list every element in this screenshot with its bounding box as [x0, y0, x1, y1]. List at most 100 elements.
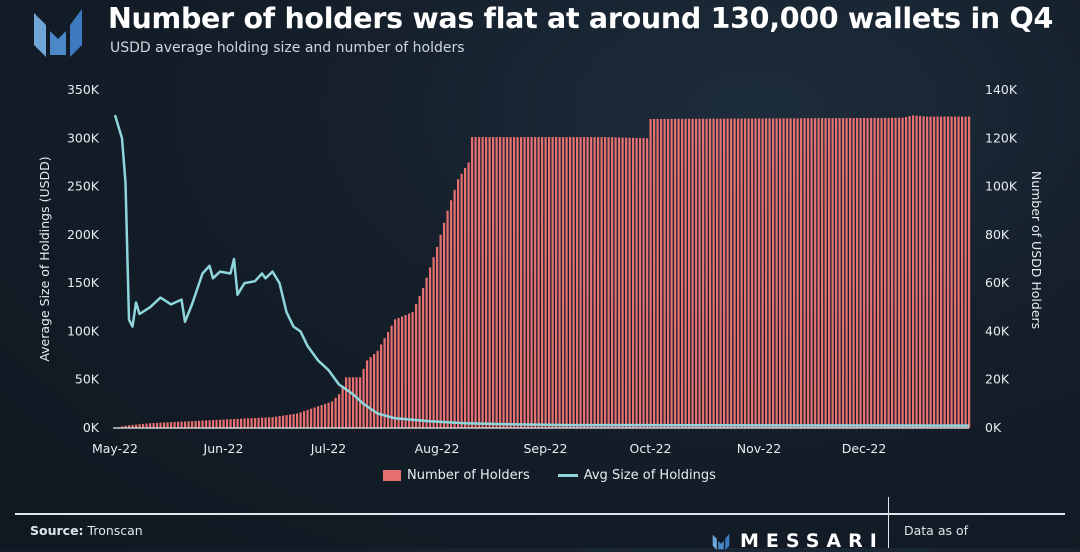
holders-bar: [170, 422, 173, 428]
holders-bar: [436, 246, 439, 428]
chart-subtitle: USDD average holding size and number of …: [110, 40, 465, 56]
holders-bar: [600, 137, 603, 429]
holders-bar: [915, 115, 918, 428]
holders-bar: [285, 415, 288, 428]
holders-bar: [366, 360, 369, 428]
holders-bar: [754, 118, 757, 429]
holders-bar: [618, 137, 621, 428]
holders-bar: [912, 115, 915, 428]
messari-logo: [32, 5, 84, 61]
holders-bar: [709, 118, 712, 429]
holders-bar: [352, 377, 355, 428]
holders-bar: [362, 368, 365, 428]
holders-bar: [131, 424, 134, 428]
holders-bar: [632, 137, 635, 428]
holders-bar: [947, 116, 950, 429]
holders-bar: [940, 116, 943, 429]
legend-avg: Avg Size of Holdings: [583, 468, 716, 483]
y-right-tick: 20K: [985, 372, 1010, 387]
holders-bar: [831, 118, 834, 428]
holders-bar: [289, 414, 292, 428]
holders-bar: [355, 377, 358, 428]
holders-bar: [520, 137, 523, 429]
holders-bar: [495, 137, 498, 429]
x-tick: Aug-22: [415, 441, 460, 456]
holders-bar: [936, 116, 939, 429]
holders-bar: [156, 422, 159, 428]
holders-bar: [149, 423, 152, 428]
holders-bar: [233, 419, 236, 428]
holders-bar: [604, 137, 607, 429]
holders-bar: [215, 419, 218, 428]
holders-bar: [373, 353, 376, 428]
holders-bar: [849, 118, 852, 428]
holders-bar: [576, 137, 579, 429]
holders-bar: [261, 417, 264, 428]
holders-bar: [492, 137, 495, 429]
holders-bar: [369, 357, 372, 428]
holders-bar: [803, 118, 806, 428]
x-tick: Sep-22: [524, 441, 568, 456]
holders-bar: [135, 424, 138, 428]
holders-bar: [152, 422, 155, 428]
holders-bar: [572, 137, 575, 429]
holders-bar: [226, 419, 229, 428]
holders-bar: [898, 117, 901, 428]
y-left-tick: 200K: [67, 227, 100, 242]
holders-bar: [541, 137, 544, 429]
holders-bar: [173, 421, 176, 428]
holders-bar: [702, 118, 705, 428]
holders-bar: [471, 137, 474, 429]
holders-bar: [450, 200, 453, 428]
holders-bar: [282, 415, 285, 428]
holders-bar: [740, 118, 743, 428]
holders-bar: [635, 137, 638, 428]
holders-bar: [961, 116, 964, 429]
holders-bar: [828, 118, 831, 429]
holders-bar: [733, 118, 736, 429]
y-left-tick: 50K: [75, 372, 100, 387]
holders-bar: [954, 116, 957, 429]
x-tick: Nov-22: [737, 441, 781, 456]
y-left-tick: 0K: [83, 420, 100, 435]
holders-bar: [401, 316, 404, 428]
x-tick: Dec-22: [842, 441, 887, 456]
holders-bar: [506, 137, 509, 429]
avg-size-line: [113, 114, 970, 427]
holders-bar: [565, 137, 568, 429]
holders-bar: [611, 137, 614, 428]
holders-bar: [544, 137, 547, 429]
holders-bar: [422, 287, 425, 428]
holders-bar: [614, 137, 617, 428]
holders-bar: [562, 137, 565, 429]
holders-bar: [590, 137, 593, 429]
holders-bar: [824, 118, 827, 429]
holders-bar: [296, 413, 299, 428]
holders-bar: [327, 402, 330, 428]
holders-bar: [880, 117, 883, 429]
holders-bar: [411, 312, 414, 428]
holders-bar: [726, 118, 729, 429]
holders-bar: [376, 350, 379, 428]
holders-bar: [306, 409, 309, 428]
holders-bar: [789, 118, 792, 429]
holders-bar: [198, 420, 201, 428]
holders-bar: [163, 422, 166, 428]
holders-bar: [527, 137, 530, 429]
data-as-of: Data as of: [904, 523, 969, 538]
holders-bar: [275, 416, 278, 428]
holders-bar: [674, 118, 677, 428]
holders-bar: [530, 137, 533, 429]
holders-bar: [800, 118, 803, 429]
holders-bar: [380, 344, 383, 428]
holders-bar: [586, 137, 589, 429]
holders-bar: [558, 137, 561, 429]
holders-bar: [583, 137, 586, 429]
holders-bar: [964, 116, 967, 429]
holders-bar: [457, 179, 460, 428]
holders-bar: [485, 137, 488, 429]
holders-bar: [950, 116, 953, 429]
holders-bar: [324, 403, 327, 428]
holders-bar: [254, 417, 257, 428]
holders-bar: [464, 168, 467, 429]
